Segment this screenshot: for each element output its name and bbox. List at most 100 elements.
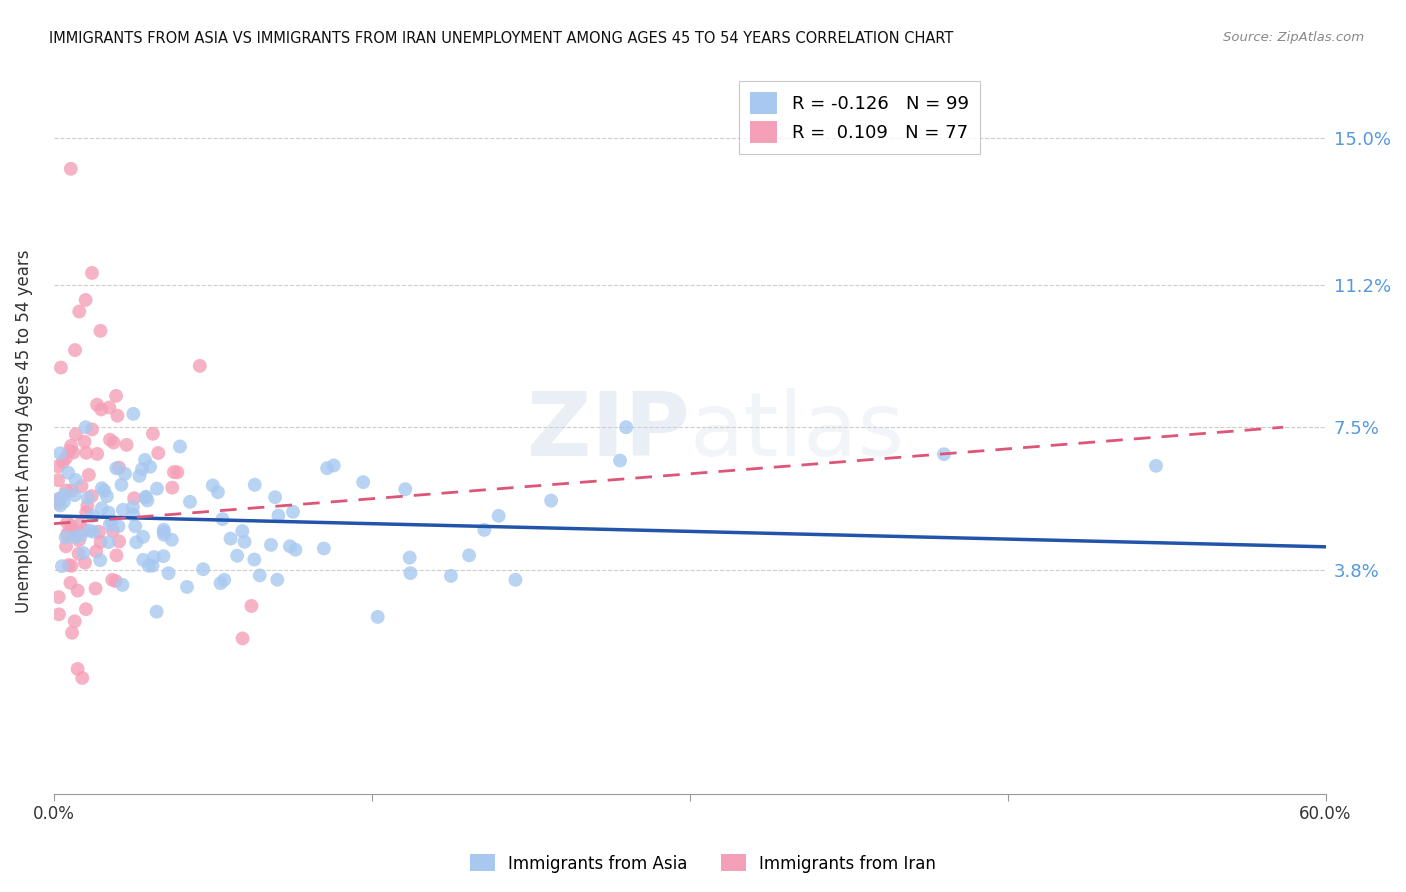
Point [160,533,183,547]
Point [488,508,510,523]
Point [46,473,69,487]
Point [322,458,344,473]
Point [281,505,304,519]
Point [89,553,111,567]
Point [65,427,87,442]
Point [66,583,89,598]
Point [141,558,163,573]
Point [440,569,463,583]
Point [90,535,112,549]
Point [105,461,128,475]
Y-axis label: Unemployment Among Ages 45 to 54 years: Unemployment Among Ages 45 to 54 years [15,250,32,613]
Point [70,479,93,493]
Point [312,541,335,556]
Point [90,402,112,417]
Point [49,499,72,513]
Point [136,493,159,508]
Point [134,453,156,467]
Point [62,445,84,459]
Point [131,462,153,476]
Point [163,465,186,479]
Point [152,549,174,563]
Point [84,544,107,558]
Text: ZIP: ZIP [527,388,690,475]
Point [267,508,290,523]
Point [63,530,86,544]
Point [56,516,79,530]
Point [103,435,125,450]
Point [394,482,416,496]
Point [266,573,288,587]
Point [98,433,121,447]
Point [93,483,115,498]
Point [108,460,131,475]
Point [55,451,77,466]
Point [65,473,87,487]
Point [77,467,100,482]
Point [139,459,162,474]
Point [107,409,129,423]
Point [399,566,422,580]
Point [86,398,108,412]
Point [97,535,120,549]
Point [219,532,242,546]
Point [153,528,176,542]
Point [60,519,83,533]
Point [243,477,266,491]
Point [89,324,111,338]
Point [48,607,70,622]
Point [207,485,229,500]
Point [46,492,69,507]
Point [122,491,145,506]
Point [79,524,101,538]
Point [48,590,70,604]
Point [614,420,637,434]
Legend: Immigrants from Asia, Immigrants from Iran: Immigrants from Asia, Immigrants from Ir… [463,847,943,880]
Point [63,615,86,629]
Point [67,547,90,561]
Point [260,538,283,552]
Point [284,542,307,557]
Point [124,519,146,533]
Point [90,501,112,516]
Point [201,478,224,492]
Point [134,491,156,505]
Point [111,578,134,592]
Point [96,489,118,503]
Point [52,494,75,508]
Point [352,475,374,490]
Point [58,466,80,480]
Point [75,293,97,307]
Point [83,524,105,539]
Point [80,266,103,280]
Point [179,495,201,509]
Point [59,575,82,590]
Point [249,568,271,582]
Point [73,523,96,537]
Point [110,478,132,492]
Point [212,573,235,587]
Text: Source: ZipAtlas.com: Source: ZipAtlas.com [1223,31,1364,45]
Point [157,566,180,581]
Point [52,455,75,469]
Point [55,483,77,498]
Point [76,499,98,513]
Point [59,161,82,176]
Point [101,573,124,587]
Point [166,466,188,480]
Text: IMMIGRANTS FROM ASIA VS IMMIGRANTS FROM IRAN UNEMPLOYMENT AMONG AGES 45 TO 54 YE: IMMIGRANTS FROM ASIA VS IMMIGRANTS FROM … [49,31,953,46]
Point [108,534,131,549]
Point [67,304,90,318]
Point [55,531,77,545]
Point [107,519,129,533]
Point [505,573,527,587]
Point [932,447,955,461]
Point [84,582,107,596]
Point [209,576,232,591]
Point [63,343,86,357]
Point [82,508,104,523]
Point [104,574,127,588]
Text: atlas: atlas [690,388,905,475]
Point [49,446,72,460]
Point [145,605,167,619]
